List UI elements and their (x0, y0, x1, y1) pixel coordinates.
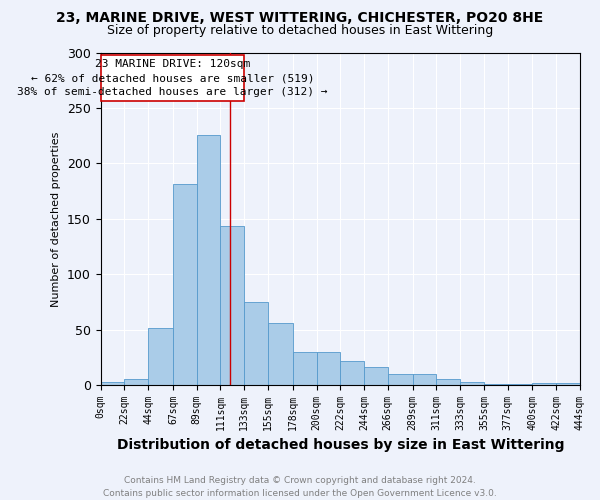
Bar (340, 361, 364, 385)
Bar (173, 184, 197, 385)
Bar (101, 54, 244, 102)
Text: 23, MARINE DRIVE, WEST WITTERING, CHICHESTER, PO20 8HE: 23, MARINE DRIVE, WEST WITTERING, CHICHE… (56, 11, 544, 25)
Bar (268, 323, 293, 385)
Text: Size of property relative to detached houses in East Wittering: Size of property relative to detached ho… (107, 24, 493, 37)
Text: 23 MARINE DRIVE: 120sqm
← 62% of detached houses are smaller (519)
38% of semi-d: 23 MARINE DRIVE: 120sqm ← 62% of detache… (17, 58, 328, 98)
Bar (436, 378, 460, 385)
Y-axis label: Number of detached properties: Number of detached properties (52, 131, 61, 306)
Bar (148, 328, 173, 385)
Bar (556, 383, 580, 385)
Bar (317, 352, 340, 385)
Bar (508, 384, 532, 385)
Bar (388, 374, 413, 385)
Bar (364, 368, 388, 385)
X-axis label: Distribution of detached houses by size in East Wittering: Distribution of detached houses by size … (116, 438, 564, 452)
Bar (532, 383, 556, 385)
Bar (244, 302, 268, 385)
Bar (413, 374, 436, 385)
Text: Contains HM Land Registry data © Crown copyright and database right 2024.
Contai: Contains HM Land Registry data © Crown c… (103, 476, 497, 498)
Bar (101, 382, 124, 385)
Bar (197, 134, 220, 385)
Bar (220, 226, 244, 385)
Bar (484, 384, 508, 385)
Bar (460, 382, 484, 385)
Bar (124, 378, 148, 385)
Bar (293, 352, 317, 385)
